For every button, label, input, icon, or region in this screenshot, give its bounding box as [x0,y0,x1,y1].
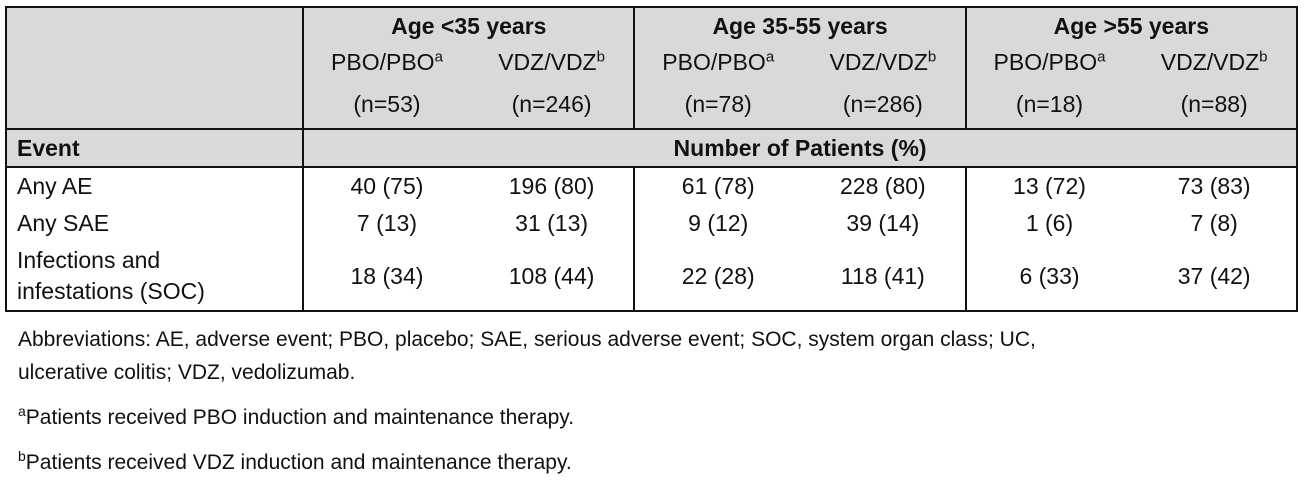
arm-label: PBO/PBO [993,48,1098,75]
arm-footnote-marker: a [1097,47,1106,65]
event-label: Any AE [4,167,305,205]
treatment-arm-row: PBO/PBOa VDZ/VDZb PBO/PBOa VDZ/VDZb PBO/… [6,44,1298,80]
arm-header: PBO/PBOa [634,44,802,80]
footnote-marker: a [18,403,26,419]
table-cell: 1 (6) [1025,210,1074,236]
arm-footnote-marker: b [1259,47,1268,65]
arm-label: VDZ/VDZ [829,48,928,75]
footnote-text: Patients received PBO induction and main… [25,406,575,429]
sample-size: (n=53) [303,80,470,129]
sample-size: (n=246) [469,80,636,129]
arm-header: VDZ/VDZb [801,44,967,80]
abbreviations-line: ulcerative colitis; VDZ, vedolizumab. [18,361,356,384]
event-label: Infections and infestations (SOC) [4,242,305,312]
arm-header: VDZ/VDZb [1132,44,1298,80]
arm-header: VDZ/VDZb [469,44,636,80]
footnote-marker: b [18,448,26,464]
patients-span-header: Number of Patients (%) [302,128,1298,168]
table-cell: 61 (78) [681,173,755,199]
table-cell: 22 (28) [634,242,802,312]
abbreviations-line: Abbreviations: AE, adverse event; PBO, p… [18,328,1036,351]
arm-footnote-marker: a [765,47,775,65]
table-cell: 18 (34) [303,242,470,312]
event-label-line: Infections and [17,247,161,273]
age-group-header: Age 35-55 years [634,6,967,44]
footnote-a: aPatients received PBO induction and mai… [18,401,1288,434]
arm-footnote-marker: b [596,47,605,65]
arm-header: PBO/PBOa [303,44,470,80]
table-row: Infections and infestations (SOC) 18 (34)… [4,242,1298,312]
arm-label: VDZ/VDZ [1160,48,1260,75]
event-label-line: infestations (SOC) [17,278,205,304]
event-label: Any SAE [4,205,305,242]
sample-size: (n=78) [634,80,802,129]
adverse-events-table: Age <35 years Age 35-55 years Age >55 ye… [4,6,1299,312]
table-cell: 7 (8) [1132,205,1298,242]
table-cell: 7 (13) [356,210,417,236]
table-cell: 196 (80) [469,167,636,205]
arm-label: PBO/PBO [331,48,435,75]
age-group-header: Age >55 years [965,6,1299,44]
table-cell: 228 (80) [801,167,967,205]
sample-size: (n=18) [965,80,1133,129]
table-notes: Abbreviations: AE, adverse event; PBO, p… [18,323,1288,479]
table-cell: 37 (42) [1132,242,1298,312]
table-cell: 118 (41) [801,242,967,312]
sample-size: (n=88) [1132,80,1298,129]
event-column-header: Event [4,128,305,168]
arm-label: PBO/PBO [662,48,766,75]
corner-cell [4,6,305,129]
arm-footnote-marker: b [927,47,937,65]
footnote-text: Patients received VDZ induction and main… [25,451,572,474]
table-cell: 73 (83) [1132,167,1298,205]
table-row: Any SAE 7 (13) 31 (13) 9 (12) 39 (14) 1 … [4,205,1298,242]
arm-footnote-marker: a [434,47,443,65]
table-cell: 108 (44) [469,242,636,312]
table-cell: 39 (14) [801,205,967,242]
table-cell: 6 (33) [965,242,1133,312]
sample-size: (n=286) [801,80,967,129]
table-row: Any AE 40 (75) 196 (80) 61 (78) 228 (80)… [4,167,1298,205]
table-cell: 9 (12) [688,210,749,236]
age-group-header-row: Age <35 years Age 35-55 years Age >55 ye… [4,6,1299,129]
table-cell: 31 (13) [469,205,636,242]
table-cell: 40 (75) [350,173,424,199]
event-header-row: Event Number of Patients (%) [4,128,1298,168]
age-group-header: Age <35 years [303,6,636,44]
arm-label: VDZ/VDZ [498,48,597,75]
abbreviations: Abbreviations: AE, adverse event; PBO, p… [18,323,1288,389]
arm-header: PBO/PBOa [965,44,1133,80]
table-cell: 13 (72) [1013,173,1086,199]
sample-size-row: (n=53) (n=246) (n=78) (n=286) (n=18) (n=… [6,80,1298,129]
footnote-b: bPatients received VDZ induction and mai… [18,446,1288,479]
